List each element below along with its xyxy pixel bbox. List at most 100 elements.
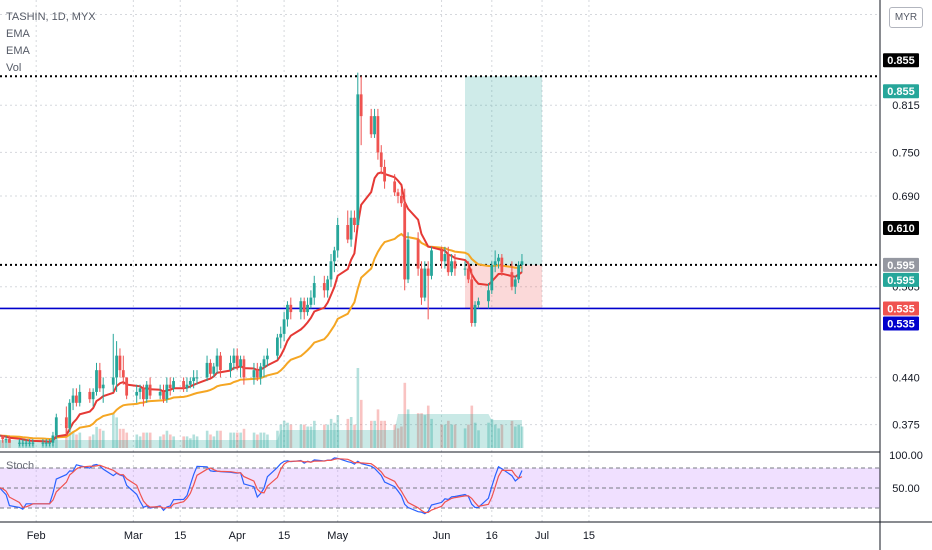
candle-body-48 xyxy=(215,355,219,367)
price-label-5: 0.535 xyxy=(887,303,915,315)
candle-body-71 xyxy=(326,279,330,291)
candle-body-2 xyxy=(1,435,5,440)
x-tick-label-1: Mar xyxy=(124,530,143,542)
candle-body-20 xyxy=(88,391,92,400)
volume-ma-area xyxy=(0,414,522,448)
horizontal-lines xyxy=(0,75,880,310)
volume-bar-45 xyxy=(205,430,209,448)
candle-body-10 xyxy=(41,442,45,444)
candle-body-79 xyxy=(359,94,363,117)
volume-bar-23 xyxy=(98,428,102,448)
candle-body-111 xyxy=(513,279,517,287)
volume-bar-3 xyxy=(4,440,8,448)
volume-bar-36 xyxy=(162,434,165,448)
volume-bar-60 xyxy=(276,430,279,448)
volume-bar-34 xyxy=(148,432,152,448)
stoch-label[interactable]: Stoch xyxy=(6,460,35,472)
candle-body-39 xyxy=(172,381,175,389)
volume-bar-81 xyxy=(373,420,376,448)
candle-body-86 xyxy=(396,192,400,196)
candle-body-53 xyxy=(239,359,242,367)
candle-body-27 xyxy=(118,355,122,371)
volume-bar-103 xyxy=(473,422,477,448)
stoch-d-line xyxy=(0,458,523,514)
candle-body-72 xyxy=(329,261,333,280)
candle-body-95 xyxy=(440,250,443,262)
volume-bar-83 xyxy=(380,420,383,448)
candle-body-65 xyxy=(299,301,303,313)
candle-body-94 xyxy=(430,250,433,276)
volume-bar-51 xyxy=(232,432,236,448)
price-label-1: 0.855 xyxy=(887,86,915,98)
price-labels: 0.855 0.855 0.610 0.595 0.595 0.535 0.535 xyxy=(883,53,919,331)
price-label-bg-0 xyxy=(883,53,919,68)
chart-grid xyxy=(0,0,880,522)
candle-body-17 xyxy=(71,395,75,403)
ema-legend-2[interactable]: EMA xyxy=(6,45,30,57)
volume-bar-69 xyxy=(313,420,316,448)
candle-body-12 xyxy=(48,442,51,444)
candle-body-103 xyxy=(473,304,477,323)
candle-body-99 xyxy=(453,261,457,269)
candle-body-41 xyxy=(185,384,189,389)
volume-bar-102 xyxy=(470,405,474,448)
candle-body-77 xyxy=(353,217,356,225)
candle-body-75 xyxy=(346,225,350,240)
volume-bar-93 xyxy=(426,405,430,448)
currency-badge[interactable]: MYR xyxy=(889,7,923,28)
volume-bar-17 xyxy=(71,432,75,448)
volume-bar-38 xyxy=(169,434,172,448)
candle-body-43 xyxy=(192,377,196,382)
volume-bar-44 xyxy=(195,436,199,448)
candle-body-63 xyxy=(286,304,289,320)
candle-body-96 xyxy=(443,254,447,262)
volume-bar-40 xyxy=(182,436,185,448)
volume-bar-91 xyxy=(420,413,423,448)
volume-bar-104 xyxy=(477,430,480,448)
volume-bar-112 xyxy=(517,424,520,448)
candlesticks xyxy=(0,72,524,447)
volume-bar-67 xyxy=(306,426,309,448)
candle-body-4 xyxy=(8,439,11,443)
x-tick-label-3: Apr xyxy=(229,530,246,542)
volume-bar-47 xyxy=(212,436,216,448)
volume-bar-85 xyxy=(393,424,397,448)
volume-bar-100 xyxy=(463,428,467,448)
vol-legend[interactable]: Vol xyxy=(6,62,22,74)
candle-body-112 xyxy=(517,264,520,280)
candle-body-45 xyxy=(205,362,209,378)
volume-bar-71 xyxy=(326,424,330,448)
volume-bar-18 xyxy=(75,434,78,448)
volume-bar-82 xyxy=(376,409,380,448)
candle-body-7 xyxy=(24,442,28,444)
price-label-6: 0.535 xyxy=(887,318,915,330)
volume-bar-48 xyxy=(215,430,219,448)
volume-bar-54 xyxy=(242,428,246,448)
volume-bar-110 xyxy=(510,420,514,448)
candle-body-85 xyxy=(393,181,397,193)
candle-body-64 xyxy=(289,304,293,313)
candle-body-18 xyxy=(75,395,78,403)
stop-zone xyxy=(465,264,543,309)
ema-legend-1[interactable]: EMA xyxy=(6,28,30,40)
chart-legend: TASHIN, 1D, MYX EMA EMA Vol xyxy=(6,9,96,77)
candle-body-57 xyxy=(259,366,263,378)
candle-body-16 xyxy=(68,402,72,429)
candle-body-108 xyxy=(497,257,500,262)
volume-bar-30 xyxy=(135,434,139,448)
volume-bar-1 xyxy=(0,440,1,448)
candle-body-98 xyxy=(450,261,453,273)
volume-bar-59 xyxy=(266,434,269,448)
price-label-bg-6 xyxy=(883,316,919,331)
candle-body-56 xyxy=(255,370,259,378)
volume-bar-88 xyxy=(403,382,407,448)
candle-body-33 xyxy=(145,384,149,400)
x-tick-label-8: Jul xyxy=(535,530,549,542)
x-tick-label-0: Feb xyxy=(27,530,46,542)
volume-bar-33 xyxy=(145,432,149,448)
volume-bar-73 xyxy=(333,422,336,448)
volume-bar-62 xyxy=(282,420,286,448)
candle-body-89 xyxy=(406,239,410,280)
volume-bar-22 xyxy=(95,426,98,448)
